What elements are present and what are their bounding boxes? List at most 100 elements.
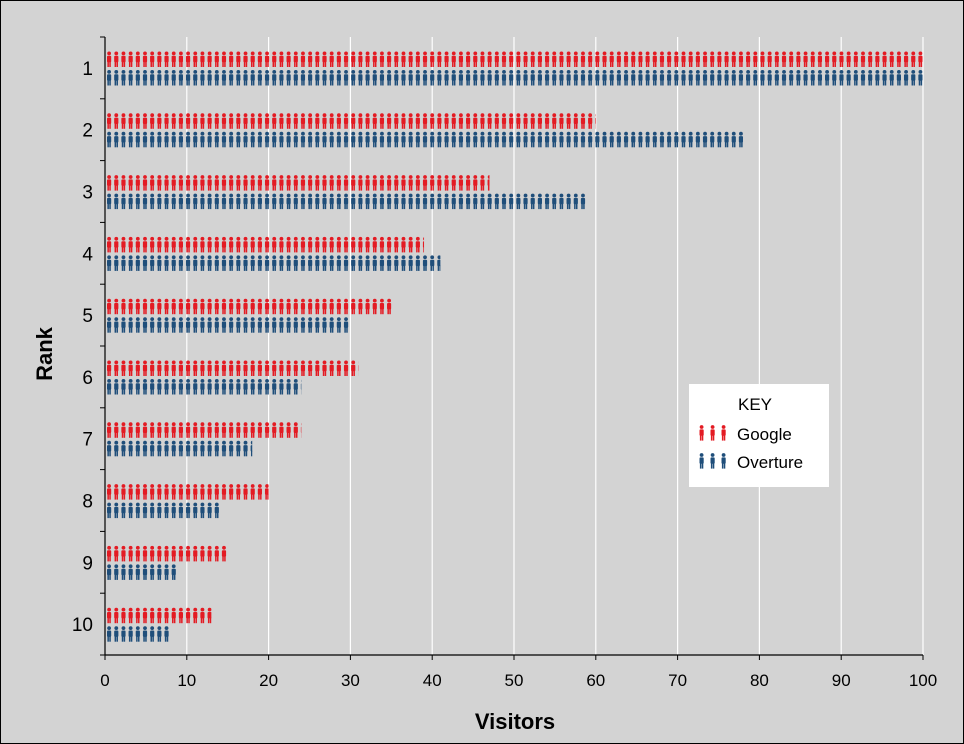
person-icon [573, 70, 578, 86]
person-icon [121, 131, 126, 148]
person-icon [530, 70, 535, 86]
person-icon [207, 113, 212, 129]
person-icon [272, 175, 277, 191]
person-icon [738, 131, 744, 148]
person-icon [221, 317, 227, 333]
person-icon [401, 51, 406, 67]
person-icon [229, 298, 234, 315]
person-icon [315, 51, 320, 67]
person-icon [537, 193, 542, 210]
person-icon [724, 51, 729, 67]
person-icon [272, 317, 277, 333]
person-icon [609, 70, 614, 86]
person-icon [150, 131, 155, 148]
person-icon [229, 379, 234, 395]
person-icon [559, 51, 564, 67]
person-icon [315, 255, 320, 271]
person-icon [185, 175, 191, 191]
person-icon [207, 545, 212, 562]
person-icon [552, 113, 557, 129]
person-icon [150, 236, 155, 253]
person-icon [566, 193, 571, 210]
person-icon [516, 70, 521, 86]
person-icon [652, 131, 657, 148]
person-icon [128, 379, 133, 395]
person-icon [193, 484, 198, 500]
person-icon [107, 360, 112, 376]
person-icon [509, 113, 514, 129]
person-icon [387, 51, 392, 67]
x-tick-label: 60 [586, 671, 605, 690]
person-icon [193, 193, 198, 210]
person-icon [157, 626, 162, 642]
person-icon [537, 113, 542, 129]
person-icon [257, 175, 262, 191]
person-icon [810, 70, 815, 86]
person-icon [394, 193, 399, 210]
person-icon [889, 70, 894, 86]
person-icon [135, 51, 140, 67]
person-icon [293, 360, 298, 376]
person-icon [193, 317, 198, 333]
person-icon [164, 379, 169, 395]
person-icon [135, 131, 140, 148]
person-icon [315, 113, 320, 129]
person-icon [336, 255, 341, 271]
person-icon [365, 236, 370, 253]
person-icon [710, 131, 715, 148]
person-icon [336, 131, 341, 148]
bar-overture-rank-1 [107, 70, 923, 86]
person-icon [408, 236, 413, 253]
person-icon [674, 70, 679, 86]
person-icon [853, 70, 858, 86]
person-icon [142, 564, 148, 580]
person-icon [724, 70, 729, 86]
person-icon [200, 317, 205, 333]
person-icon [272, 360, 277, 376]
person-icon [501, 193, 507, 210]
person-icon [322, 317, 327, 333]
person-icon [343, 298, 349, 315]
person-icon [264, 193, 270, 210]
person-icon [150, 113, 155, 129]
person-icon [631, 131, 636, 148]
person-icon [150, 545, 155, 562]
person-icon [243, 298, 248, 315]
person-icon [717, 51, 722, 67]
person-icon [473, 175, 478, 191]
person-icon [315, 317, 320, 333]
person-icon [214, 440, 219, 457]
person-icon [207, 422, 212, 438]
person-icon [114, 545, 119, 562]
person-icon [114, 484, 119, 500]
person-icon [128, 502, 133, 519]
person-icon [437, 131, 442, 148]
person-icon [731, 51, 736, 67]
person-icon [214, 298, 219, 315]
person-icon [372, 193, 377, 210]
person-icon [243, 317, 248, 333]
person-icon [128, 626, 133, 642]
person-icon [193, 545, 198, 562]
person-icon [193, 422, 198, 438]
person-icon [171, 298, 176, 315]
person-icon [422, 51, 428, 67]
person-icon [699, 425, 704, 441]
person-icon [178, 236, 183, 253]
person-icon [257, 484, 262, 500]
person-icon [250, 236, 255, 253]
person-icon [473, 70, 478, 86]
person-icon [121, 422, 126, 438]
person-icon [236, 236, 241, 253]
person-icon [408, 131, 413, 148]
person-icon [185, 379, 191, 395]
person-icon [128, 175, 133, 191]
person-icon [875, 51, 880, 67]
person-icon [185, 113, 191, 129]
person-icon [336, 193, 341, 210]
person-icon [185, 193, 191, 210]
person-icon [171, 502, 176, 519]
person-icon [387, 113, 392, 129]
person-icon [602, 131, 607, 148]
person-icon [264, 51, 270, 67]
